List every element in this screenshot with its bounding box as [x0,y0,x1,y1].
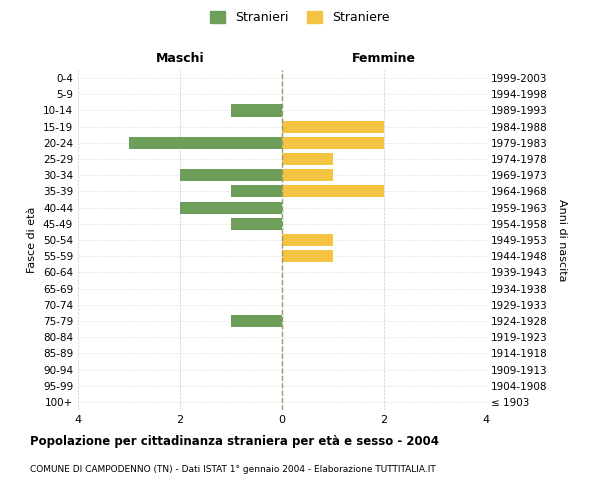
Bar [231,218,282,230]
Bar [180,202,282,213]
Y-axis label: Fasce di età: Fasce di età [28,207,37,273]
Y-axis label: Anni di nascita: Anni di nascita [557,198,567,281]
Bar [282,169,333,181]
Bar [282,153,333,165]
Bar [180,169,282,181]
Text: Maschi: Maschi [155,52,205,65]
Text: COMUNE DI CAMPODENNO (TN) - Dati ISTAT 1° gennaio 2004 - Elaborazione TUTTITALIA: COMUNE DI CAMPODENNO (TN) - Dati ISTAT 1… [30,465,436,474]
Bar [282,186,384,198]
Bar [231,104,282,117]
Bar [282,250,333,262]
Bar [282,234,333,246]
Legend: Stranieri, Straniere: Stranieri, Straniere [205,6,395,29]
Bar [231,315,282,327]
Bar [129,137,282,149]
Text: Popolazione per cittadinanza straniera per età e sesso - 2004: Popolazione per cittadinanza straniera p… [30,435,439,448]
Text: Femmine: Femmine [352,52,416,65]
Bar [282,120,384,132]
Bar [231,186,282,198]
Bar [282,137,384,149]
